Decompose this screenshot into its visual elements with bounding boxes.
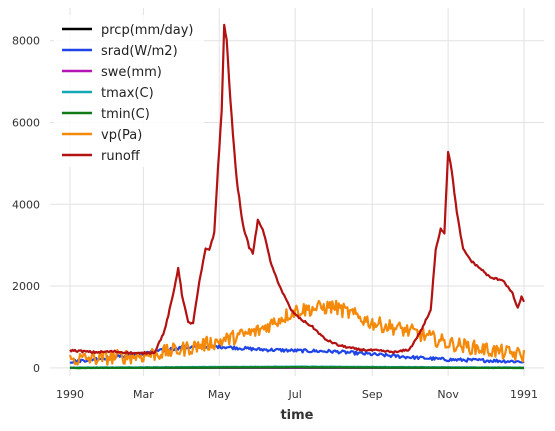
- legend-label-vp-pa: vp(Pa): [101, 128, 142, 143]
- legend-label-tmax-c: tmax(C): [101, 86, 154, 101]
- legend-label-srad-w-m2: srad(W/m2): [101, 44, 178, 59]
- series-lines: [68, 23, 526, 370]
- x-tick-label: May: [208, 388, 231, 401]
- x-tick-label: Sep: [362, 388, 383, 401]
- y-tick-label: 4000: [12, 198, 40, 211]
- y-tick-label: 8000: [12, 35, 40, 48]
- x-axis-title: time: [280, 408, 313, 423]
- x-tick-label: Jul: [287, 388, 301, 401]
- series-line-tmin-c: [69, 366, 525, 370]
- x-tick-label: 1991: [510, 388, 538, 401]
- legend-label-tmin-c: tmin(C): [101, 107, 150, 122]
- legend-label-runoff: runoff: [101, 149, 141, 164]
- x-tick-label: Mar: [133, 388, 154, 401]
- legend: prcp(mm/day) srad(W/m2) swe(mm) tmax(C) tmin…: [54, 15, 204, 167]
- y-tick-label: 2000: [12, 280, 40, 293]
- series-line-vp-pa: [68, 299, 526, 366]
- legend-label-swe-mm: swe(mm): [101, 65, 162, 80]
- y-tick-label: 6000: [12, 116, 40, 129]
- series-line-runoff: [69, 23, 525, 356]
- y-axis: 0 2000 4000 6000 8000: [12, 35, 40, 375]
- legend-label-prcp-mm-day: prcp(mm/day): [101, 23, 193, 38]
- y-tick-label: 0: [33, 362, 40, 375]
- x-tick-label: 1990: [56, 388, 84, 401]
- x-axis: 1990 Mar May Jul Sep Nov 1991: [56, 388, 538, 401]
- x-tick-label: Nov: [437, 388, 459, 401]
